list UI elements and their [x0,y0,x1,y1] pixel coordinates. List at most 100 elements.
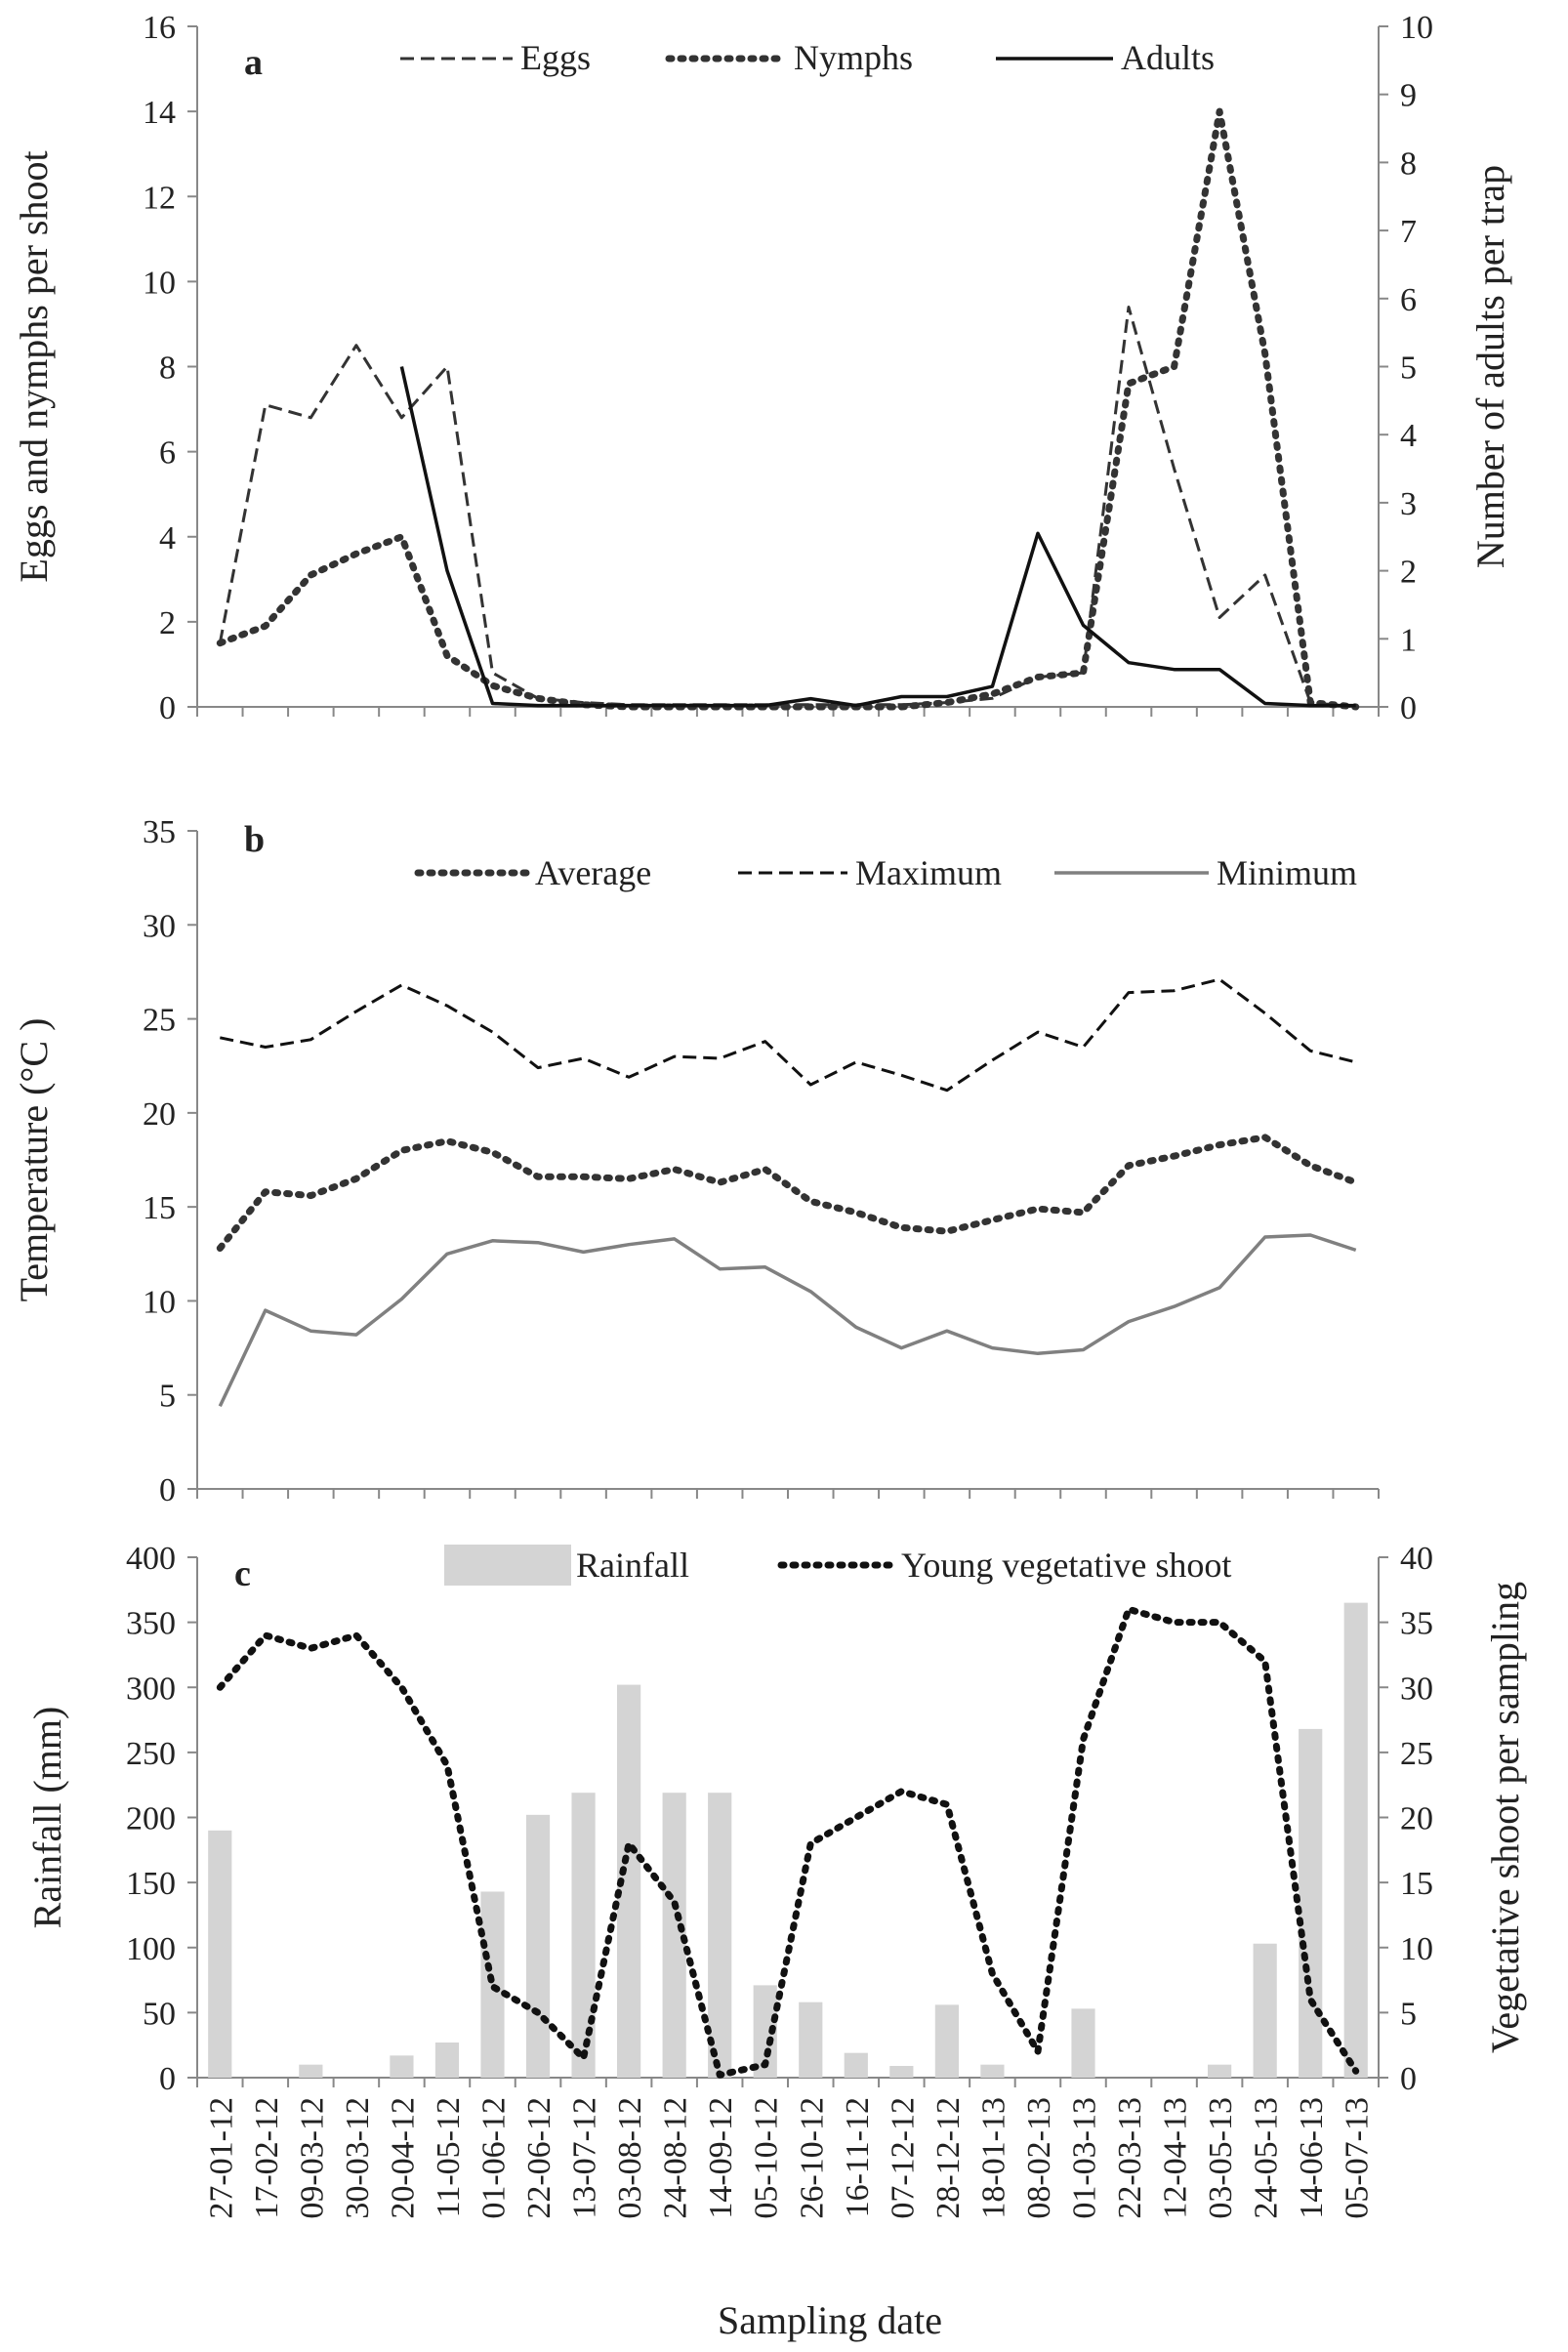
left-tick-label: 35 [143,814,176,850]
x-tick-label: 07-12-12 [885,2097,921,2219]
x-tick-label: 12-04-13 [1158,2097,1194,2219]
left-axis-title: Rainfall (mm) [25,1707,69,1929]
left-tick-label: 30 [143,908,176,944]
right-tick-label: 10 [1400,1931,1433,1967]
x-axis-date-labels: 27-01-12 17-02-12 09-03-12 30-03-12 20-04-12… [203,2097,1375,2219]
x-tick-label: 26-10-12 [794,2097,830,2219]
x-tick-label: 05-10-12 [749,2097,785,2219]
series-line-young-vegetative-shoot [216,1605,1360,2079]
left-tick-label: 2 [159,605,176,641]
right-tick-label: 10 [1400,10,1433,46]
bar-rainfall [1253,1943,1277,2078]
legend-swatch [444,1545,571,1586]
right-tick-label: 3 [1400,486,1417,522]
right-tick-label: 1 [1400,622,1417,658]
left-tick-label: 350 [126,1606,176,1642]
x-tick-label: 18-01-13 [975,2097,1011,2219]
x-tick-label: 09-03-12 [294,2097,330,2219]
left-tick-label: 20 [143,1096,176,1133]
series-line-adults [399,366,1356,708]
x-tick-label: 11-05-12 [431,2097,467,2217]
series-line-eggs [218,306,1356,709]
left-tick-label: 15 [143,1190,176,1226]
left-tick-label: 0 [159,2061,176,2097]
left-tick-label: 200 [126,1801,176,1837]
right-tick-label: 30 [1400,1671,1433,1707]
x-tick-label: 24-05-13 [1249,2097,1285,2219]
panel-letter: c [234,1553,251,1594]
right-tick-label: 0 [1400,2061,1417,2097]
left-tick-label: 300 [126,1671,176,1707]
x-tick-label: 30-03-12 [340,2097,376,2219]
x-tick-label: 03-08-12 [612,2097,648,2219]
x-tick-label: 22-03-13 [1112,2097,1148,2219]
bar-rainfall [934,2004,959,2078]
series-line-average [216,1134,1360,1252]
right-tick-label: 2 [1400,555,1417,591]
right-tick-label: 15 [1400,1866,1433,1902]
x-tick-label: 17-02-12 [249,2097,285,2219]
x-tick-label: 14-06-13 [1294,2097,1330,2219]
series-line-minimum [218,1233,1357,1408]
panel-c: 0 50 100 150 200 250 300 350 400 0 5 10 15 20 25 30 35 40… [25,1541,1527,2097]
right-tick-label: 8 [1400,145,1417,182]
panel-letter: a [244,42,263,83]
left-axis-title: Eggs and nymphs per shoot [12,150,56,582]
bar-rainfall [208,1830,232,2078]
x-tick-label: 05-07-13 [1340,2097,1376,2219]
bar-rainfall [1071,2008,1095,2078]
right-tick-label: 35 [1400,1606,1433,1642]
panel-letter: b [244,819,265,860]
bar-rainfall [1343,1602,1368,2078]
x-tick-label: 13-07-12 [567,2097,603,2219]
bar-rainfall [525,1814,551,2078]
left-tick-label: 5 [159,1379,176,1415]
bar-rainfall [390,2055,414,2078]
x-tick-label: 24-08-12 [658,2097,694,2219]
right-axis-title: Vegetative shoot per sampling [1483,1582,1527,2053]
series-line-nymphs [216,107,1360,711]
right-tick-label: 0 [1400,690,1417,726]
left-tick-label: 16 [143,10,176,46]
panel-b: 0 5 10 15 20 25 30 35 Temperature (°C ) b Average M… [12,814,1380,1508]
right-tick-label: 5 [1400,351,1417,387]
left-tick-label: 10 [143,1284,176,1320]
bar-rainfall [980,2064,1005,2078]
x-tick-label: 08-02-13 [1021,2097,1057,2219]
legend-label: Young vegetative shoot [901,1546,1231,1585]
left-tick-label: 150 [126,1866,176,1902]
bar-rainfall [1208,2064,1232,2078]
x-tick-label: 16-11-12 [840,2097,876,2217]
legend-label: Adults [1121,38,1215,77]
bar-rainfall [571,1793,596,2078]
right-tick-label: 40 [1400,1541,1433,1577]
left-tick-label: 0 [159,1472,176,1508]
bar-rainfall [299,2064,323,2078]
x-tick-label: 27-01-12 [203,2097,239,2219]
legend-label: Maximum [855,853,1002,892]
legend-label: Average [535,853,651,892]
x-tick-label: 14-09-12 [703,2097,739,2219]
left-tick-label: 8 [159,351,176,387]
right-tick-label: 4 [1400,418,1417,454]
left-tick-label: 0 [159,690,176,726]
bar-rainfall [434,2043,460,2078]
right-axis-title: Number of adults per trap [1468,165,1512,568]
x-tick-label: 01-03-13 [1067,2097,1103,2219]
legend-label: Minimum [1217,853,1357,892]
bar-rainfall [889,2066,914,2078]
right-tick-label: 20 [1400,1801,1433,1837]
x-tick-label: 03-05-13 [1203,2097,1239,2219]
series-line-maximum [219,977,1357,1093]
legend-label: Nymphs [794,38,913,77]
left-tick-label: 250 [126,1736,176,1772]
legend-label: Eggs [520,38,591,77]
x-tick-label: 22-06-12 [521,2097,557,2219]
bar-rainfall [708,1793,732,2078]
x-axis-title: Sampling date [718,2298,942,2342]
bar-rainfall [1299,1728,1323,2078]
x-tick-label: 20-04-12 [385,2097,421,2219]
left-tick-label: 10 [143,265,176,301]
